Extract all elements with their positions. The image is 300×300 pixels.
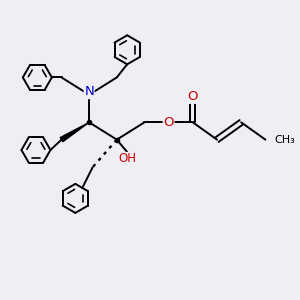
Text: N: N [84,85,94,98]
Text: O: O [188,90,198,103]
Text: OH: OH [118,152,136,166]
Text: CH₃: CH₃ [274,135,295,145]
Text: O: O [164,116,174,129]
Polygon shape [60,122,89,142]
